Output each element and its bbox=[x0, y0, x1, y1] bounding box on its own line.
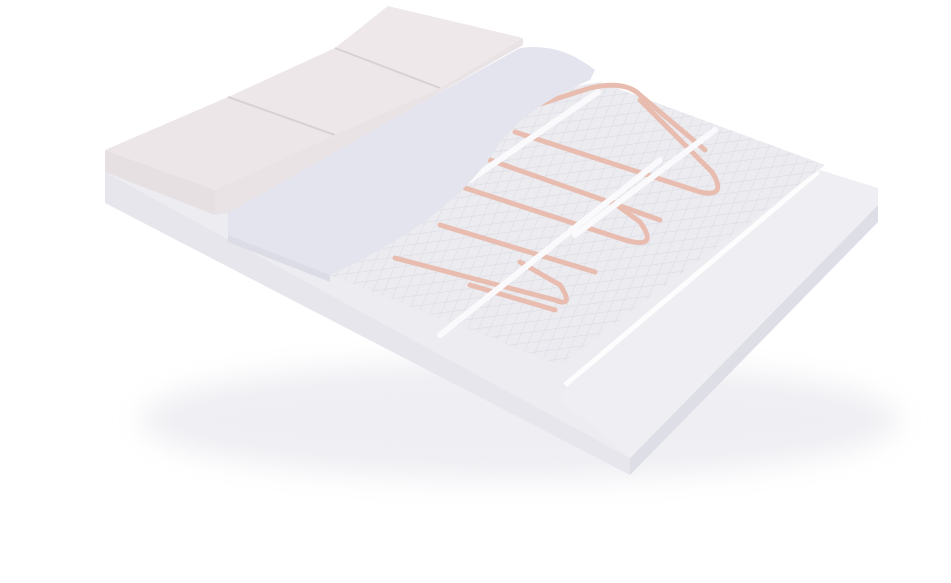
heating-cable-run-1 bbox=[537, 82, 708, 153]
heating-cable-run-7 bbox=[467, 282, 558, 313]
insulation-board-right-strip bbox=[560, 170, 878, 458]
heating-cable-run-4 bbox=[462, 185, 650, 246]
tile-stack-edge bbox=[215, 38, 523, 215]
heating-cable-run-5 bbox=[437, 222, 598, 275]
board-groove bbox=[563, 170, 820, 387]
insulation-board-right-face bbox=[630, 205, 878, 475]
fixing-strip-3 bbox=[437, 157, 663, 338]
insulation-board-front-face bbox=[105, 172, 630, 475]
tile-1 bbox=[105, 97, 335, 190]
adhesive-layer bbox=[228, 46, 595, 282]
fixing-strip-2 bbox=[572, 127, 718, 238]
heating-cable-run-2 bbox=[512, 97, 721, 196]
grout-line-1 bbox=[227, 96, 336, 136]
cable-fixing-strips bbox=[437, 89, 718, 338]
heating-cable-run-3 bbox=[487, 157, 663, 223]
tile-layer bbox=[105, 6, 523, 215]
tile-3 bbox=[335, 6, 523, 88]
fixing-strip-1 bbox=[467, 89, 601, 183]
adhesive-sheet-top bbox=[228, 46, 595, 275]
heating-cable-run-6 bbox=[392, 255, 569, 305]
heating-cable bbox=[392, 82, 721, 313]
tile-1-side bbox=[105, 150, 215, 215]
adhesive-sheet-edge bbox=[228, 235, 330, 282]
tile-2 bbox=[228, 48, 440, 135]
grout-line-2 bbox=[334, 47, 441, 89]
